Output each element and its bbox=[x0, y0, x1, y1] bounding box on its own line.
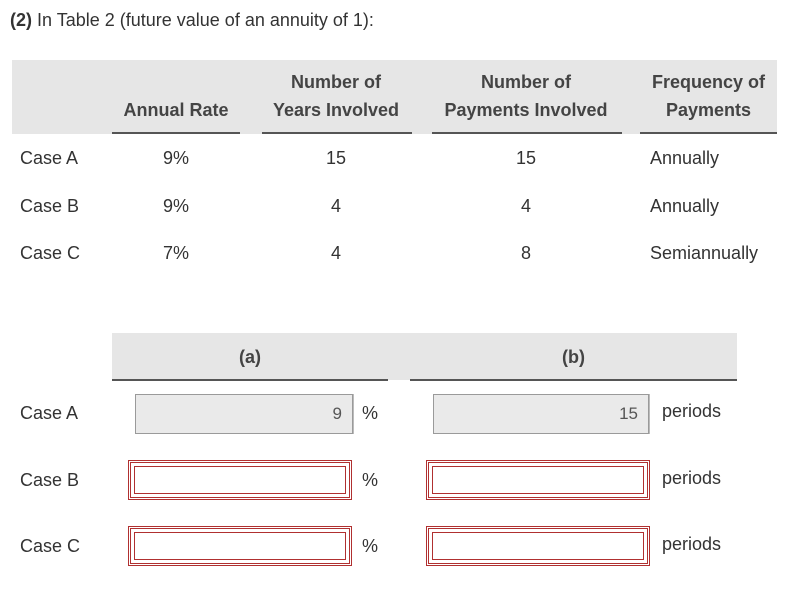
header-payments-involved: Number of Payments Involved bbox=[432, 68, 620, 124]
answer-c-periods-input[interactable] bbox=[426, 526, 650, 566]
header-underline-payments bbox=[432, 132, 622, 134]
row-c-case: Case C bbox=[20, 243, 81, 263]
row-c-rate: 7% bbox=[162, 243, 189, 263]
header-frequency-line1: Frequency of bbox=[651, 72, 766, 92]
answer-c-percent-unit: % bbox=[362, 536, 379, 556]
header-years-line1: Number of bbox=[291, 72, 381, 92]
answer-c-rate-input[interactable] bbox=[128, 526, 352, 566]
separator bbox=[649, 394, 650, 434]
answer-a-rate-input[interactable] bbox=[135, 394, 353, 434]
answer-row-a-case: Case A bbox=[20, 403, 79, 423]
answer-a-percent-unit: % bbox=[362, 403, 379, 423]
table-header-band bbox=[12, 60, 777, 134]
row-b-frequency: Annually bbox=[650, 196, 720, 216]
row-a-case: Case A bbox=[20, 148, 79, 168]
header-annual-rate: Annual Rate bbox=[123, 100, 229, 120]
header-frequency: Frequency of Payments bbox=[640, 68, 777, 124]
row-c-frequency: Semiannually bbox=[650, 243, 759, 263]
row-a-payments: 15 bbox=[515, 148, 537, 168]
row-a-rate: 9% bbox=[162, 148, 189, 168]
separator bbox=[353, 394, 354, 434]
row-c-payments: 8 bbox=[520, 243, 531, 263]
answer-row-b-case: Case B bbox=[20, 470, 80, 490]
answer-col-b-label: (b) bbox=[562, 347, 585, 367]
question-text: In Table 2 (future value of an annuity o… bbox=[37, 10, 374, 30]
header-payments-line1: Number of bbox=[481, 72, 571, 92]
row-b-payments: 4 bbox=[520, 196, 531, 216]
question-number: (2) bbox=[10, 10, 32, 30]
answer-row-c-case: Case C bbox=[20, 536, 81, 556]
header-years-line2: Years Involved bbox=[272, 100, 400, 120]
header-underline-frequency bbox=[640, 132, 777, 134]
answer-underline-a bbox=[112, 379, 388, 381]
row-a-years: 15 bbox=[325, 148, 347, 168]
answer-b-periods-input[interactable] bbox=[426, 460, 650, 500]
answer-c-periods-unit: periods bbox=[662, 534, 722, 554]
answer-b-rate-input[interactable] bbox=[128, 460, 352, 500]
row-b-rate: 9% bbox=[162, 196, 189, 216]
header-years-involved: Number of Years Involved bbox=[266, 68, 406, 124]
row-a-frequency: Annually bbox=[650, 148, 720, 168]
header-frequency-line2: Payments bbox=[665, 100, 752, 120]
answer-header-band bbox=[112, 333, 737, 380]
answer-col-a-label: (a) bbox=[239, 347, 261, 367]
row-c-years: 4 bbox=[330, 243, 341, 263]
answer-b-percent-unit: % bbox=[362, 470, 379, 490]
header-payments-line2: Payments Involved bbox=[444, 100, 608, 120]
row-b-years: 4 bbox=[330, 196, 341, 216]
answer-a-periods-unit: periods bbox=[662, 401, 722, 421]
header-underline-rate bbox=[112, 132, 240, 134]
question-title: (2) In Table 2 (future value of an annui… bbox=[10, 10, 374, 31]
answer-a-periods-input[interactable] bbox=[433, 394, 649, 434]
row-b-case: Case B bbox=[20, 196, 80, 216]
header-underline-years bbox=[262, 132, 412, 134]
answer-b-periods-unit: periods bbox=[662, 468, 722, 488]
answer-underline-b bbox=[410, 379, 737, 381]
